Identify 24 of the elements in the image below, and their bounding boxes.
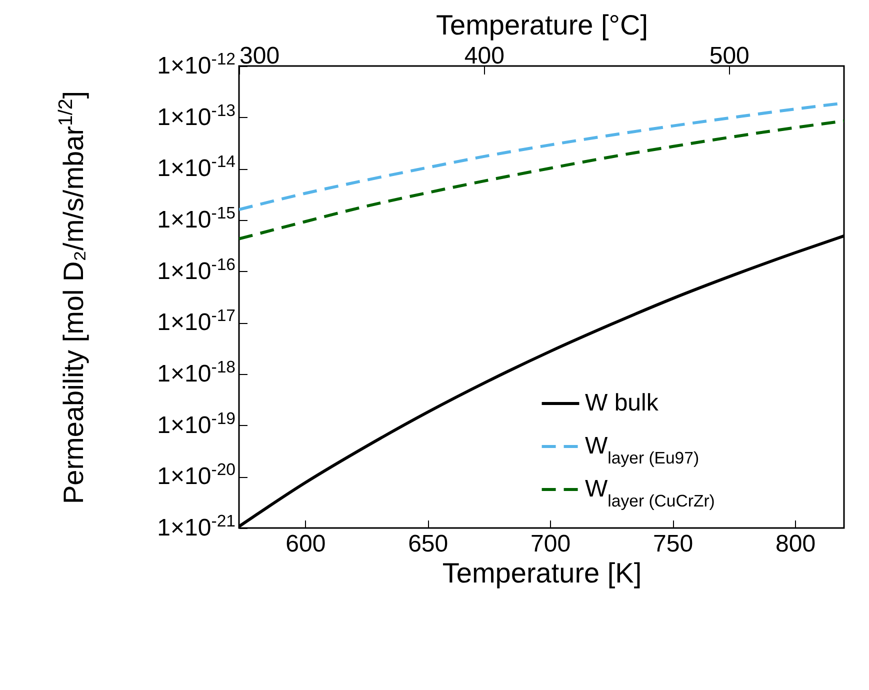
y-tick-label: 1×10$^{-14}$ — [157, 152, 236, 182]
x-tick-label: 600 — [286, 530, 326, 558]
y-tick-label: 1×10$^{-21}$ — [157, 511, 236, 542]
x-tick-label: 800 — [775, 530, 816, 558]
x2-tick-label: 300 — [240, 42, 280, 70]
legend-label: W$_{layer (Eu97)}$ — [585, 432, 700, 467]
y-tick-label: 1×10$^{-20}$ — [157, 460, 236, 490]
x2-tick-label: 400 — [464, 42, 504, 70]
y-tick-label: 1×10$^{-13}$ — [157, 100, 236, 131]
y-tick-label: 1×10$^{-15}$ — [157, 203, 236, 234]
line-series — [239, 119, 844, 240]
y-tick-label: 1×10$^{-16}$ — [157, 254, 236, 285]
y-tick-label: 1×10$^{-12}$ — [157, 49, 236, 80]
y-tick-label: 1×10$^{-19}$ — [157, 408, 236, 439]
y-tick-label: 1×10$^{-17}$ — [157, 306, 236, 336]
x-tick-label: 700 — [530, 530, 571, 558]
x-tick-label: 750 — [653, 530, 694, 558]
x-axis-title: Temperature [K] — [442, 558, 642, 588]
x2-axis-title: Temperature [°C] — [436, 10, 648, 40]
legend-label: W$_{layer (CuCrZr)}$ — [585, 476, 715, 510]
x2-tick-label: 500 — [709, 42, 750, 70]
y-tick-label: 1×10$^{-18}$ — [157, 357, 236, 388]
legend-label: W bulk — [585, 390, 660, 416]
x-tick-label: 650 — [408, 530, 448, 558]
